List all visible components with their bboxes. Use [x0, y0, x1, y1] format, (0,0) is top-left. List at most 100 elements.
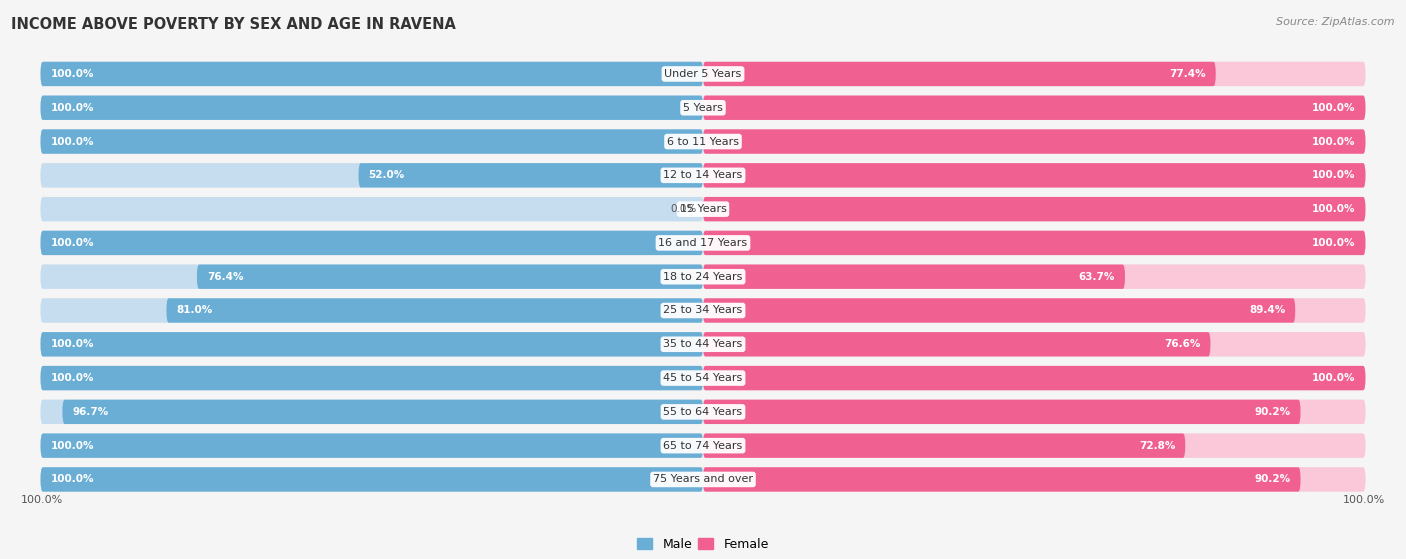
Text: 75 Years and over: 75 Years and over	[652, 475, 754, 485]
Text: 55 to 64 Years: 55 to 64 Years	[664, 407, 742, 417]
FancyBboxPatch shape	[703, 264, 1125, 289]
FancyBboxPatch shape	[703, 366, 1365, 390]
FancyBboxPatch shape	[703, 62, 1216, 86]
FancyBboxPatch shape	[703, 433, 1365, 458]
FancyBboxPatch shape	[703, 96, 1365, 120]
FancyBboxPatch shape	[41, 96, 703, 120]
FancyBboxPatch shape	[703, 197, 1365, 221]
Text: 52.0%: 52.0%	[368, 170, 405, 181]
FancyBboxPatch shape	[703, 433, 1185, 458]
FancyBboxPatch shape	[41, 231, 1365, 255]
FancyBboxPatch shape	[703, 366, 1365, 390]
Text: Under 5 Years: Under 5 Years	[665, 69, 741, 79]
FancyBboxPatch shape	[41, 366, 703, 390]
Text: 77.4%: 77.4%	[1170, 69, 1206, 79]
FancyBboxPatch shape	[166, 299, 703, 323]
Text: 100.0%: 100.0%	[51, 475, 94, 485]
Text: 100.0%: 100.0%	[51, 238, 94, 248]
Text: 89.4%: 89.4%	[1249, 306, 1285, 315]
FancyBboxPatch shape	[41, 197, 1365, 221]
Text: 100.0%: 100.0%	[21, 495, 63, 505]
FancyBboxPatch shape	[41, 433, 703, 458]
FancyBboxPatch shape	[41, 62, 703, 86]
Text: 76.6%: 76.6%	[1164, 339, 1201, 349]
FancyBboxPatch shape	[41, 231, 703, 255]
FancyBboxPatch shape	[41, 264, 703, 289]
FancyBboxPatch shape	[703, 467, 1365, 491]
Text: 100.0%: 100.0%	[51, 373, 94, 383]
FancyBboxPatch shape	[359, 163, 703, 187]
FancyBboxPatch shape	[41, 366, 703, 390]
Text: 65 to 74 Years: 65 to 74 Years	[664, 440, 742, 451]
FancyBboxPatch shape	[41, 332, 1365, 357]
FancyBboxPatch shape	[703, 231, 1365, 255]
FancyBboxPatch shape	[41, 163, 1365, 187]
Text: 35 to 44 Years: 35 to 44 Years	[664, 339, 742, 349]
Text: 90.2%: 90.2%	[1254, 407, 1291, 417]
FancyBboxPatch shape	[703, 163, 1365, 187]
FancyBboxPatch shape	[41, 332, 703, 357]
FancyBboxPatch shape	[703, 400, 1301, 424]
Text: 18 to 24 Years: 18 to 24 Years	[664, 272, 742, 282]
FancyBboxPatch shape	[703, 467, 1301, 491]
Text: 100.0%: 100.0%	[1312, 373, 1355, 383]
Text: 100.0%: 100.0%	[1312, 136, 1355, 146]
Text: 15 Years: 15 Years	[679, 204, 727, 214]
Text: 45 to 54 Years: 45 to 54 Years	[664, 373, 742, 383]
Text: 16 and 17 Years: 16 and 17 Years	[658, 238, 748, 248]
FancyBboxPatch shape	[41, 197, 703, 221]
FancyBboxPatch shape	[41, 400, 703, 424]
Text: 100.0%: 100.0%	[1312, 103, 1355, 113]
FancyBboxPatch shape	[41, 400, 1365, 424]
FancyBboxPatch shape	[703, 96, 1365, 120]
Text: 100.0%: 100.0%	[51, 136, 94, 146]
FancyBboxPatch shape	[197, 264, 703, 289]
FancyBboxPatch shape	[41, 433, 703, 458]
FancyBboxPatch shape	[41, 467, 1365, 491]
FancyBboxPatch shape	[41, 366, 1365, 390]
FancyBboxPatch shape	[41, 62, 703, 86]
FancyBboxPatch shape	[703, 332, 1211, 357]
FancyBboxPatch shape	[41, 231, 703, 255]
FancyBboxPatch shape	[41, 264, 1365, 289]
Text: 100.0%: 100.0%	[1312, 238, 1355, 248]
FancyBboxPatch shape	[703, 299, 1365, 323]
FancyBboxPatch shape	[703, 163, 1365, 187]
Text: 100.0%: 100.0%	[1312, 204, 1355, 214]
Text: 100.0%: 100.0%	[1343, 495, 1385, 505]
FancyBboxPatch shape	[41, 129, 703, 154]
Text: 63.7%: 63.7%	[1078, 272, 1115, 282]
Text: 100.0%: 100.0%	[51, 69, 94, 79]
FancyBboxPatch shape	[703, 62, 1365, 86]
Text: 5 Years: 5 Years	[683, 103, 723, 113]
FancyBboxPatch shape	[41, 299, 703, 323]
Text: 96.7%: 96.7%	[72, 407, 108, 417]
FancyBboxPatch shape	[703, 197, 1365, 221]
FancyBboxPatch shape	[41, 96, 1365, 120]
Text: 12 to 14 Years: 12 to 14 Years	[664, 170, 742, 181]
Text: 100.0%: 100.0%	[51, 103, 94, 113]
Text: 76.4%: 76.4%	[207, 272, 243, 282]
FancyBboxPatch shape	[41, 332, 703, 357]
FancyBboxPatch shape	[41, 96, 703, 120]
Text: 100.0%: 100.0%	[1312, 170, 1355, 181]
FancyBboxPatch shape	[703, 332, 1365, 357]
Text: 0.0%: 0.0%	[671, 204, 696, 214]
FancyBboxPatch shape	[703, 299, 1295, 323]
FancyBboxPatch shape	[703, 231, 1365, 255]
FancyBboxPatch shape	[703, 264, 1365, 289]
Legend: Male, Female: Male, Female	[633, 533, 773, 556]
Text: INCOME ABOVE POVERTY BY SEX AND AGE IN RAVENA: INCOME ABOVE POVERTY BY SEX AND AGE IN R…	[11, 17, 456, 32]
FancyBboxPatch shape	[41, 467, 703, 491]
Text: 100.0%: 100.0%	[51, 339, 94, 349]
FancyBboxPatch shape	[41, 129, 1365, 154]
FancyBboxPatch shape	[41, 62, 1365, 86]
FancyBboxPatch shape	[62, 400, 703, 424]
FancyBboxPatch shape	[41, 163, 703, 187]
Text: 81.0%: 81.0%	[176, 306, 212, 315]
FancyBboxPatch shape	[703, 129, 1365, 154]
Text: 6 to 11 Years: 6 to 11 Years	[666, 136, 740, 146]
Text: 90.2%: 90.2%	[1254, 475, 1291, 485]
FancyBboxPatch shape	[41, 299, 1365, 323]
FancyBboxPatch shape	[41, 467, 703, 491]
